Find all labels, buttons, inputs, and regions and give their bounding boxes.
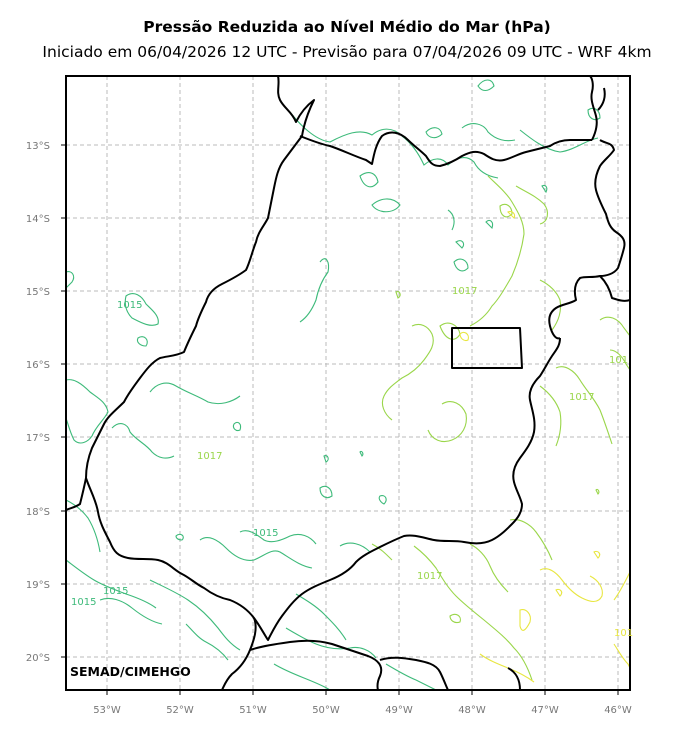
lon-tick-label: 52°W [166, 705, 194, 716]
lon-tick-label: 49°W [385, 705, 413, 716]
isobar-1017 [371, 175, 631, 681]
lat-tick-label: 18°S [26, 507, 50, 518]
border-east [548, 75, 626, 340]
contour-label: 1015 [71, 597, 96, 608]
lon-tick-label: 48°W [458, 705, 486, 716]
contour-label: 1017 [197, 451, 222, 462]
state-boundaries [65, 75, 631, 691]
map-title: Pressão Reduzida ao Nível Médio do Mar (… [143, 18, 551, 36]
border-south [221, 617, 257, 691]
lat-tick-label: 13°S [26, 141, 50, 152]
map-subtitle: Iniciado em 06/04/2026 12 UTC - Previsão… [42, 43, 652, 61]
credit-label: SEMAD/CIMEHGO [70, 664, 191, 679]
lon-tick-label: 50°W [312, 705, 340, 716]
lon-tick-label: 47°W [531, 705, 559, 716]
border-goias-west [65, 75, 315, 511]
contour-labels: 1015 1017 1017 1015 1015 1015 1017 1017 … [71, 286, 633, 639]
lon-tick-label: 51°W [239, 705, 267, 716]
isobar-1015 [65, 79, 601, 691]
lon-tick-label: 53°W [93, 705, 121, 716]
lat-tick-label: 15°S [26, 287, 50, 298]
gridlines [66, 76, 630, 690]
contour-label: 1017 [452, 286, 477, 297]
border-south-west [85, 337, 561, 641]
lat-tick-label: 17°S [26, 433, 50, 444]
lat-tick-label: 19°S [26, 580, 50, 591]
lon-tick-label: 46°W [604, 705, 632, 716]
contour-label: 1015 [117, 300, 142, 311]
map-frame [65, 75, 631, 691]
border-df [451, 327, 523, 369]
lat-tick-label: 20°S [26, 653, 50, 664]
contour-label: 101 [614, 628, 633, 639]
lat-tick-label: 14°S [26, 214, 50, 225]
isobar-1019 [459, 210, 631, 683]
border-north [299, 131, 592, 167]
contour-label: 1017 [569, 392, 594, 403]
contour-label: 1015 [253, 528, 278, 539]
contour-label: 1015 [103, 586, 128, 597]
contour-label: 1017 [417, 571, 442, 582]
lat-tick-label: 16°S [26, 360, 50, 371]
tick-marks [61, 144, 619, 695]
contour-label: 101 [609, 355, 628, 366]
